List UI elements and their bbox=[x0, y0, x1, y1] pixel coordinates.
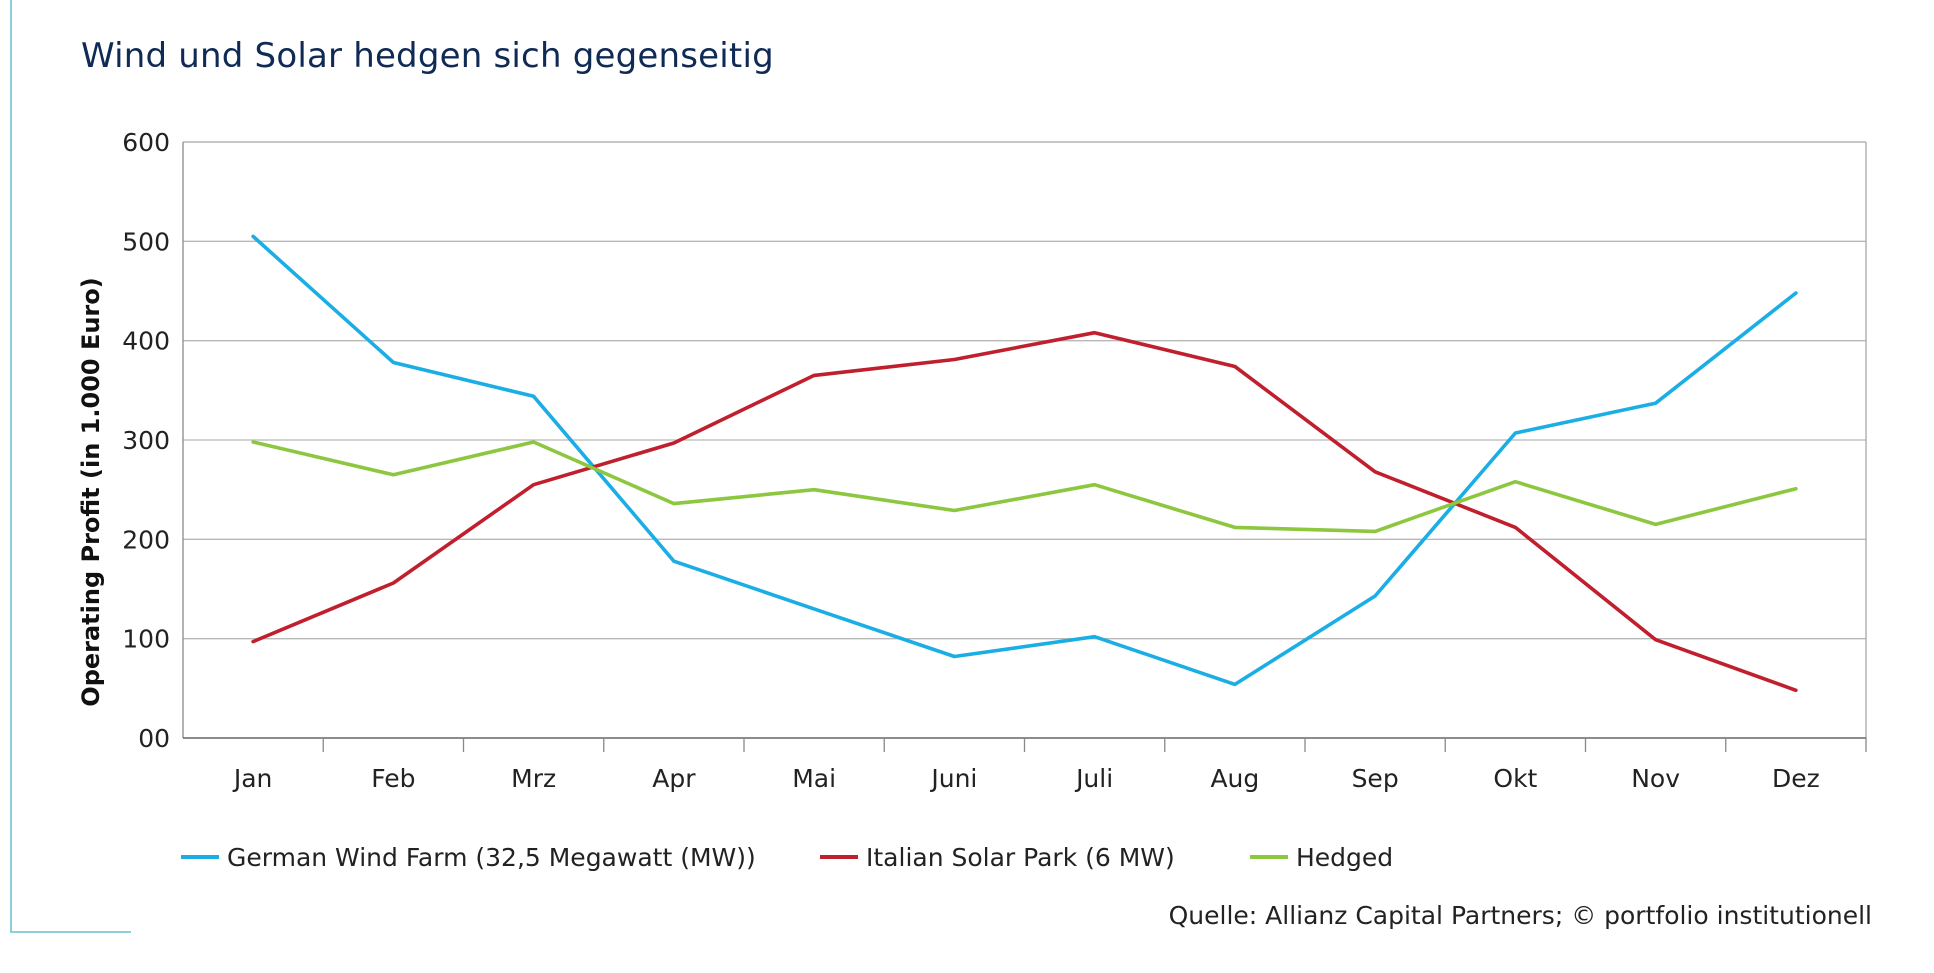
x-tick-label: Dez bbox=[1772, 764, 1820, 793]
legend-label-hedged: Hedged bbox=[1296, 842, 1394, 872]
legend-swatch-solar bbox=[820, 855, 858, 859]
legend-label-wind: German Wind Farm (32,5 Megawatt (MW)) bbox=[227, 842, 756, 872]
series-line-solar bbox=[251, 330, 1798, 693]
x-tick-label: Mai bbox=[792, 764, 836, 793]
frame-bottom-border bbox=[10, 931, 131, 933]
x-tick-label: Aug bbox=[1210, 764, 1259, 793]
legend-swatch-wind bbox=[181, 855, 219, 859]
legend-item-solar: Italian Solar Park (6 MW) bbox=[820, 840, 1175, 874]
y-tick-label: 600 bbox=[122, 128, 170, 157]
x-tick-label: Jan bbox=[232, 764, 273, 793]
x-tick-label: Juni bbox=[929, 764, 977, 793]
x-tick-label: Nov bbox=[1631, 764, 1680, 793]
legend-label-solar: Italian Solar Park (6 MW) bbox=[866, 842, 1175, 872]
grid-lines bbox=[183, 240, 1866, 640]
series-line-wind bbox=[251, 234, 1798, 687]
y-tick-label: 400 bbox=[122, 327, 170, 356]
legend-swatch-hedged bbox=[1250, 855, 1288, 859]
legend-item-wind: German Wind Farm (32,5 Megawatt (MW)) bbox=[181, 840, 756, 874]
chart-title: Wind und Solar hedgen sich gegenseitig bbox=[81, 36, 774, 76]
y-tick-label: 00 bbox=[138, 724, 170, 753]
y-tick-label: 500 bbox=[122, 227, 170, 256]
x-tick-label: Sep bbox=[1352, 764, 1399, 793]
y-axis-ticks: 00 100 200 300 400 500 600 bbox=[122, 128, 170, 753]
y-tick-label: 300 bbox=[122, 426, 170, 455]
x-axis-ticks: Jan Feb Mrz Apr Mai Juni Juli Aug Sep Okt Nov Dez bbox=[232, 738, 1867, 793]
x-tick-label: Okt bbox=[1493, 764, 1537, 793]
y-tick-label: 100 bbox=[122, 625, 170, 654]
x-tick-label: Mrz bbox=[511, 764, 556, 793]
y-axis-label: Operating Profit (in 1.000 Euro) bbox=[77, 277, 105, 706]
frame-left-border bbox=[10, 0, 12, 933]
x-tick-label: Feb bbox=[371, 764, 415, 793]
legend-item-hedged: Hedged bbox=[1250, 840, 1393, 874]
series-lines bbox=[251, 234, 1798, 693]
source-note: Quelle: Allianz Capital Partners; © port… bbox=[1168, 901, 1872, 930]
x-tick-label: Apr bbox=[652, 764, 696, 793]
series-line-hedged bbox=[251, 440, 1798, 534]
x-tick-label: Juli bbox=[1074, 764, 1113, 793]
y-tick-label: 200 bbox=[122, 525, 170, 554]
